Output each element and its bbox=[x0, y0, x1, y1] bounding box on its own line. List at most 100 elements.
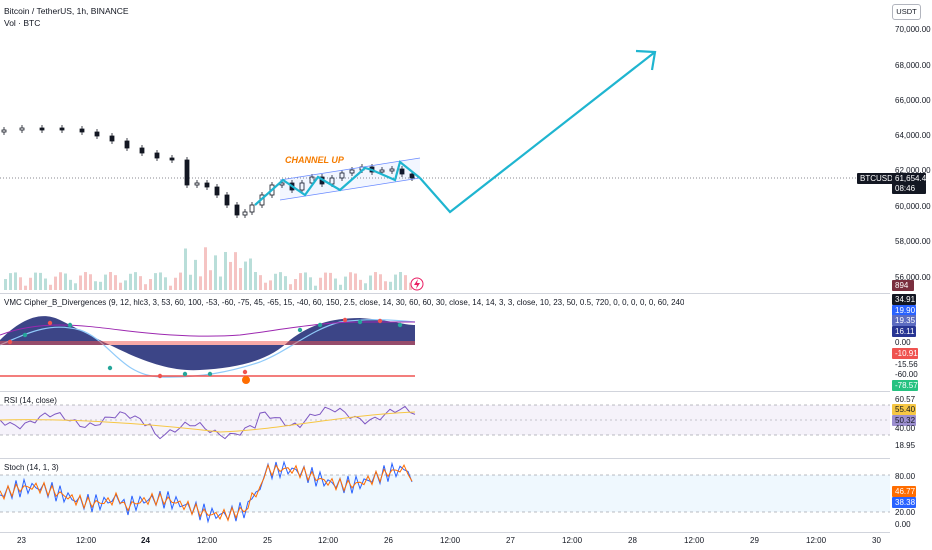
currency-button[interactable]: USDT bbox=[892, 4, 921, 20]
time-tick-label: 29 bbox=[750, 536, 759, 545]
candle-body bbox=[139, 147, 145, 154]
candle-body bbox=[94, 131, 100, 137]
volume-bar bbox=[274, 273, 277, 290]
volume-bar bbox=[239, 268, 242, 290]
candle-body bbox=[39, 127, 45, 131]
candle-body bbox=[184, 159, 190, 186]
volume-bar bbox=[319, 277, 322, 290]
vmc-signal-dot bbox=[22, 332, 28, 338]
vmc-signal-dot bbox=[207, 371, 213, 377]
rsi-indicator-title[interactable]: RSI (14, close) bbox=[4, 396, 57, 405]
volume-bar bbox=[124, 280, 127, 290]
volume-bar bbox=[364, 283, 367, 290]
price-tick-label: 62,000.00 bbox=[895, 166, 931, 175]
volume-bar bbox=[369, 275, 372, 290]
stoch-tag: 80.00 bbox=[895, 472, 916, 481]
volume-bar bbox=[259, 275, 262, 290]
volume-bar bbox=[349, 272, 352, 290]
volume-label[interactable]: Vol · BTC bbox=[4, 18, 41, 28]
countdown-tag: 08:46 bbox=[892, 183, 926, 194]
vmc-zero-band bbox=[0, 341, 415, 345]
volume-bar bbox=[114, 275, 117, 290]
volume-bar bbox=[144, 284, 147, 290]
time-tick-label: 12:00 bbox=[76, 536, 97, 545]
price-tick-label: 68,000.00 bbox=[895, 61, 931, 70]
volume-bar bbox=[314, 285, 317, 290]
volume-bar bbox=[204, 247, 207, 290]
stoch-d-line bbox=[0, 463, 413, 522]
volume-bar bbox=[404, 275, 407, 290]
channel-up-annotation[interactable]: CHANNEL UP bbox=[285, 155, 344, 165]
projection-arrowhead bbox=[635, 49, 657, 71]
time-tick-label: 24 bbox=[141, 536, 150, 545]
rsi-tag: 50.32 bbox=[892, 415, 916, 426]
vmc-indicator-title[interactable]: VMC Cipher_B_Divergences (9, 12, hlc3, 3… bbox=[4, 298, 684, 307]
stoch-indicator-title[interactable]: Stoch (14, 1, 3) bbox=[4, 463, 59, 472]
price-tick-label: 66,000.00 bbox=[895, 96, 931, 105]
volume-bar bbox=[174, 277, 177, 290]
volume-bar bbox=[24, 285, 27, 290]
vmc-signal-dot bbox=[47, 320, 53, 326]
vmc-signal-dot bbox=[297, 327, 303, 333]
volume-bar bbox=[74, 283, 77, 290]
volume-bar bbox=[374, 272, 377, 290]
stoch-band bbox=[0, 475, 890, 512]
stoch-tag: 20.00 bbox=[895, 508, 916, 517]
volume-bar bbox=[64, 273, 67, 290]
volume-bar bbox=[229, 261, 232, 290]
volume-bar bbox=[29, 277, 32, 290]
vmc-tag: 16.11 bbox=[892, 326, 916, 337]
volume-bar bbox=[234, 252, 237, 290]
lightning-icon bbox=[414, 279, 420, 289]
candle-body bbox=[194, 182, 200, 186]
volume-bar bbox=[389, 281, 392, 290]
volume-bar bbox=[134, 272, 137, 290]
candle-body bbox=[379, 169, 385, 173]
volume-bar bbox=[99, 281, 102, 290]
volume-bar bbox=[149, 279, 152, 290]
volume-bar bbox=[284, 276, 287, 290]
volume-bar bbox=[339, 284, 342, 290]
vmc-signal-dot bbox=[182, 371, 188, 377]
candle-body bbox=[399, 168, 405, 175]
volume-bar bbox=[4, 279, 7, 290]
volume-bar bbox=[254, 272, 257, 290]
vmc-signal-dot bbox=[67, 322, 73, 328]
vmc-wave-line bbox=[0, 319, 416, 378]
time-tick-label: 12:00 bbox=[684, 536, 705, 545]
pane-divider[interactable] bbox=[0, 293, 890, 294]
candle-body bbox=[1, 129, 7, 133]
volume-bar bbox=[354, 273, 357, 290]
time-tick-label: 23 bbox=[17, 536, 26, 545]
vmc-signal-dot bbox=[242, 369, 248, 375]
candle-body bbox=[234, 204, 240, 216]
time-tick-label: 12:00 bbox=[806, 536, 827, 545]
volume-bar bbox=[299, 273, 302, 290]
pane-divider[interactable] bbox=[0, 458, 890, 459]
vmc-signal-dot bbox=[357, 319, 363, 325]
rsi-tag: 55.40 bbox=[892, 404, 916, 415]
symbol-title[interactable]: Bitcoin / TetherUS, 1h, BINANCE bbox=[4, 6, 129, 16]
pane-divider[interactable] bbox=[0, 532, 890, 533]
time-tick-label: 12:00 bbox=[562, 536, 583, 545]
vmc-tag: 19.90 bbox=[892, 305, 916, 316]
last-price-tag: 61,654.49 bbox=[892, 173, 931, 184]
vmc-wave-area bbox=[0, 316, 415, 371]
volume-bar bbox=[89, 274, 92, 290]
volume-bar bbox=[9, 273, 12, 290]
volume-tag: 894 bbox=[892, 280, 914, 291]
volume-bar bbox=[384, 281, 387, 290]
volume-bar bbox=[219, 276, 222, 290]
volume-bar bbox=[304, 272, 307, 290]
volume-bar bbox=[14, 272, 17, 290]
volume-bar bbox=[44, 278, 47, 290]
vmc-mfi-line bbox=[0, 321, 415, 337]
candle-body bbox=[389, 168, 395, 172]
volume-bar bbox=[119, 282, 122, 290]
volume-bar bbox=[309, 277, 312, 290]
pane-divider[interactable] bbox=[0, 391, 890, 392]
stoch-tag: 38.38 bbox=[892, 497, 916, 508]
stoch-tag: 0.00 bbox=[895, 520, 911, 529]
candle-body bbox=[224, 194, 230, 206]
